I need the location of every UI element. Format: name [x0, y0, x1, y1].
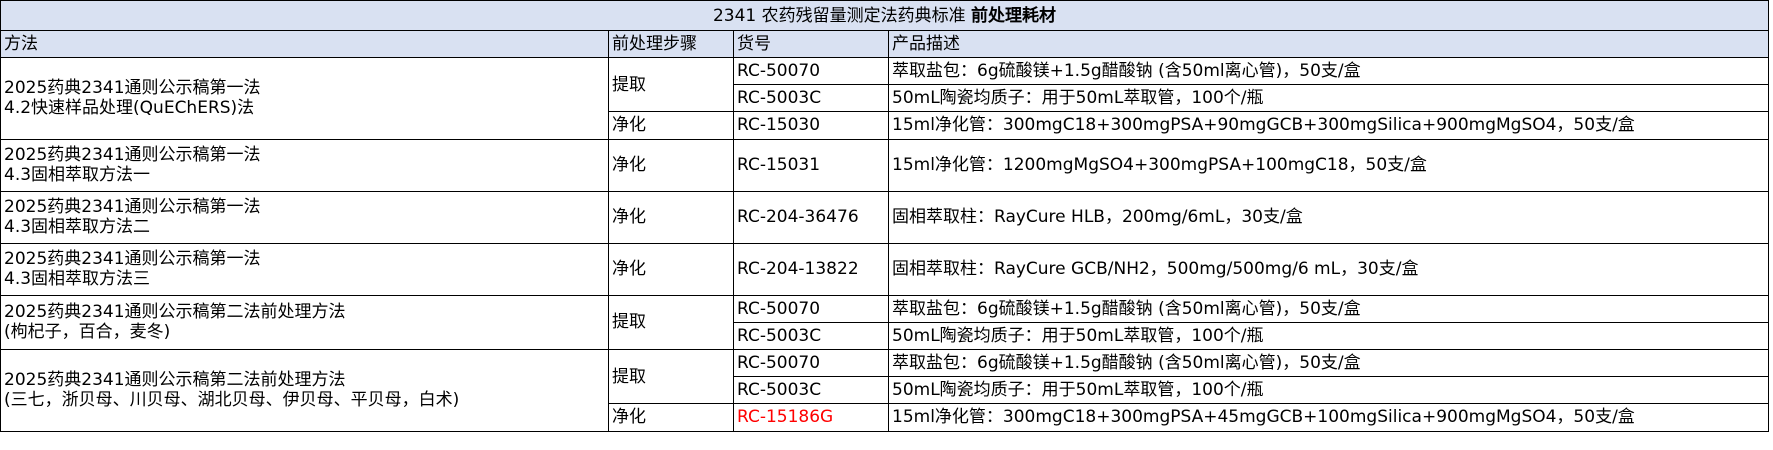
code-cell: RC-50070: [733, 56, 889, 86]
method-cell: 2025药典2341通则公示稿第二法前处理方法 (三七，浙贝母、川贝母、湖北贝母、…: [0, 348, 609, 432]
description-cell: 50mL陶瓷均质子：用于50mL萃取管，100个/瓶: [887, 321, 1770, 350]
code-cell: RC-50070: [733, 348, 889, 378]
method-line: 4.3固相萃取方法二: [4, 217, 151, 238]
description-cell: 50mL陶瓷均质子：用于50mL萃取管，100个/瓶: [887, 376, 1770, 405]
description-cell: 萃取盐包：6g硫酸镁+1.5g醋酸钠 (含50ml离心管)，50支/盒: [887, 294, 1770, 323]
description-cell: 15ml净化管：1200mgMgSO4+300mgPSA+100mgC18，50…: [887, 138, 1770, 192]
title-bold: 前处理耗材: [971, 5, 1057, 26]
header-row: 方法 前处理步骤 货号 产品描述: [0, 30, 1770, 58]
header-code: 货号: [733, 30, 889, 58]
table-row: 2025药典2341通则公示稿第二法前处理方法 (枸杞子，百合，麦冬) 提取 RC-5…: [0, 294, 1770, 350]
step-cell: 净化: [608, 138, 734, 192]
method-line: 4.3固相萃取方法三: [4, 269, 151, 290]
table-row: 2025药典2341通则公示稿第二法前处理方法 (三七，浙贝母、川贝母、湖北贝母、…: [0, 348, 1770, 432]
code-cell: RC-15186G: [733, 403, 889, 432]
method-line: 2025药典2341通则公示稿第一法: [4, 145, 261, 166]
method-line: 4.2快速样品处理(QuEChERS)法: [4, 98, 255, 119]
method-cell: 2025药典2341通则公示稿第一法 4.3固相萃取方法一: [0, 138, 609, 192]
method-line: 2025药典2341通则公示稿第一法: [4, 78, 261, 99]
table-row: RC-5003C 50mL陶瓷均质子：用于50mL萃取管，100个/瓶: [1, 376, 1770, 405]
description-cell: 50mL陶瓷均质子：用于50mL萃取管，100个/瓶: [887, 84, 1770, 113]
method-cell: 2025药典2341通则公示稿第二法前处理方法 (枸杞子，百合，麦冬): [0, 294, 609, 350]
consumables-table: 2341 农药残留量测定法药典标准 前处理耗材 方法 前处理步骤 货号 产品描述…: [0, 0, 1770, 432]
code-cell: RC-5003C: [733, 376, 889, 405]
title-text: 2341 农药残留量测定法药典标准: [712, 5, 972, 26]
method-line: (三七，浙贝母、川贝母、湖北贝母、伊贝母、平贝母，白术): [4, 390, 460, 411]
method-line: 2025药典2341通则公示稿第二法前处理方法: [4, 302, 346, 323]
code-cell: RC-204-13822: [733, 242, 889, 296]
method-line: 4.3固相萃取方法一: [4, 165, 151, 186]
table-row: 净化 RC-15186G 15ml净化管：300mgC18+300mgPSA+45m…: [1, 403, 1770, 432]
code-cell: RC-5003C: [733, 84, 889, 113]
step-cell: 提取: [608, 56, 734, 113]
step-cell: 净化: [608, 403, 734, 432]
code-cell: RC-15031: [733, 138, 889, 192]
title-row: 2341 农药残留量测定法药典标准 前处理耗材: [0, 0, 1770, 31]
header-method: 方法: [0, 30, 609, 58]
table-row: 2025药典2341通则公示稿第一法 4.3固相萃取方法三 净化 RC-204-138…: [0, 242, 1770, 296]
code-cell: RC-204-36476: [733, 190, 889, 244]
method-line: 2025药典2341通则公示稿第二法前处理方法: [4, 370, 346, 391]
step-cell: 净化: [608, 190, 734, 244]
code-cell: RC-15030: [733, 111, 889, 140]
method-cell: 2025药典2341通则公示稿第一法 4.3固相萃取方法三: [0, 242, 609, 296]
table-row: 2025药典2341通则公示稿第一法 4.3固相萃取方法一 净化 RC-15031 15…: [0, 138, 1770, 192]
table-title: 2341 农药残留量测定法药典标准 前处理耗材: [0, 0, 1770, 31]
method-line: (枸杞子，百合，麦冬): [4, 322, 171, 343]
description-cell: 固相萃取柱：RayCure GCB/NH2，500mg/500mg/6 mL，3…: [887, 242, 1770, 296]
step-cell: 净化: [608, 111, 734, 140]
code-cell: RC-5003C: [733, 321, 889, 350]
description-cell: 15ml净化管：300mgC18+300mgPSA+90mgGCB+300mgS…: [887, 111, 1770, 140]
method-line: 2025药典2341通则公示稿第一法: [4, 197, 261, 218]
header-step: 前处理步骤: [608, 30, 734, 58]
description-cell: 15ml净化管：300mgC18+300mgPSA+45mgGCB+100mgS…: [887, 403, 1770, 432]
step-cell: 净化: [608, 242, 734, 296]
step-cell: 提取: [608, 348, 734, 405]
method-line: 2025药典2341通则公示稿第一法: [4, 249, 261, 270]
table-row: RC-5003C 50mL陶瓷均质子：用于50mL萃取管，100个/瓶: [1, 84, 1770, 113]
table-body: 2025药典2341通则公示稿第一法 4.2快速样品处理(QuEChERS)法 提取…: [0, 56, 1770, 432]
header-desc: 产品描述: [887, 30, 1770, 58]
code-cell: RC-50070: [733, 294, 889, 323]
step-cell: 提取: [608, 294, 734, 350]
method-cell: 2025药典2341通则公示稿第一法 4.2快速样品处理(QuEChERS)法: [0, 57, 609, 140]
description-cell: 萃取盐包：6g硫酸镁+1.5g醋酸钠 (含50ml离心管)，50支/盒: [887, 348, 1770, 378]
method-cell: 2025药典2341通则公示稿第一法 4.3固相萃取方法二: [0, 190, 609, 244]
table-row: RC-5003C 50mL陶瓷均质子：用于50mL萃取管，100个/瓶: [1, 321, 1770, 350]
description-cell: 固相萃取柱：RayCure HLB，200mg/6mL，30支/盒: [887, 190, 1770, 244]
description-cell: 萃取盐包：6g硫酸镁+1.5g醋酸钠 (含50ml离心管)，50支/盒: [887, 56, 1770, 86]
table-row: 2025药典2341通则公示稿第一法 4.2快速样品处理(QuEChERS)法 提取…: [0, 56, 1770, 140]
table-row: 2025药典2341通则公示稿第一法 4.3固相萃取方法二 净化 RC-204-364…: [0, 190, 1770, 244]
table-row: 净化 RC-15030 15ml净化管：300mgC18+300mgPSA+90mg…: [1, 111, 1770, 140]
